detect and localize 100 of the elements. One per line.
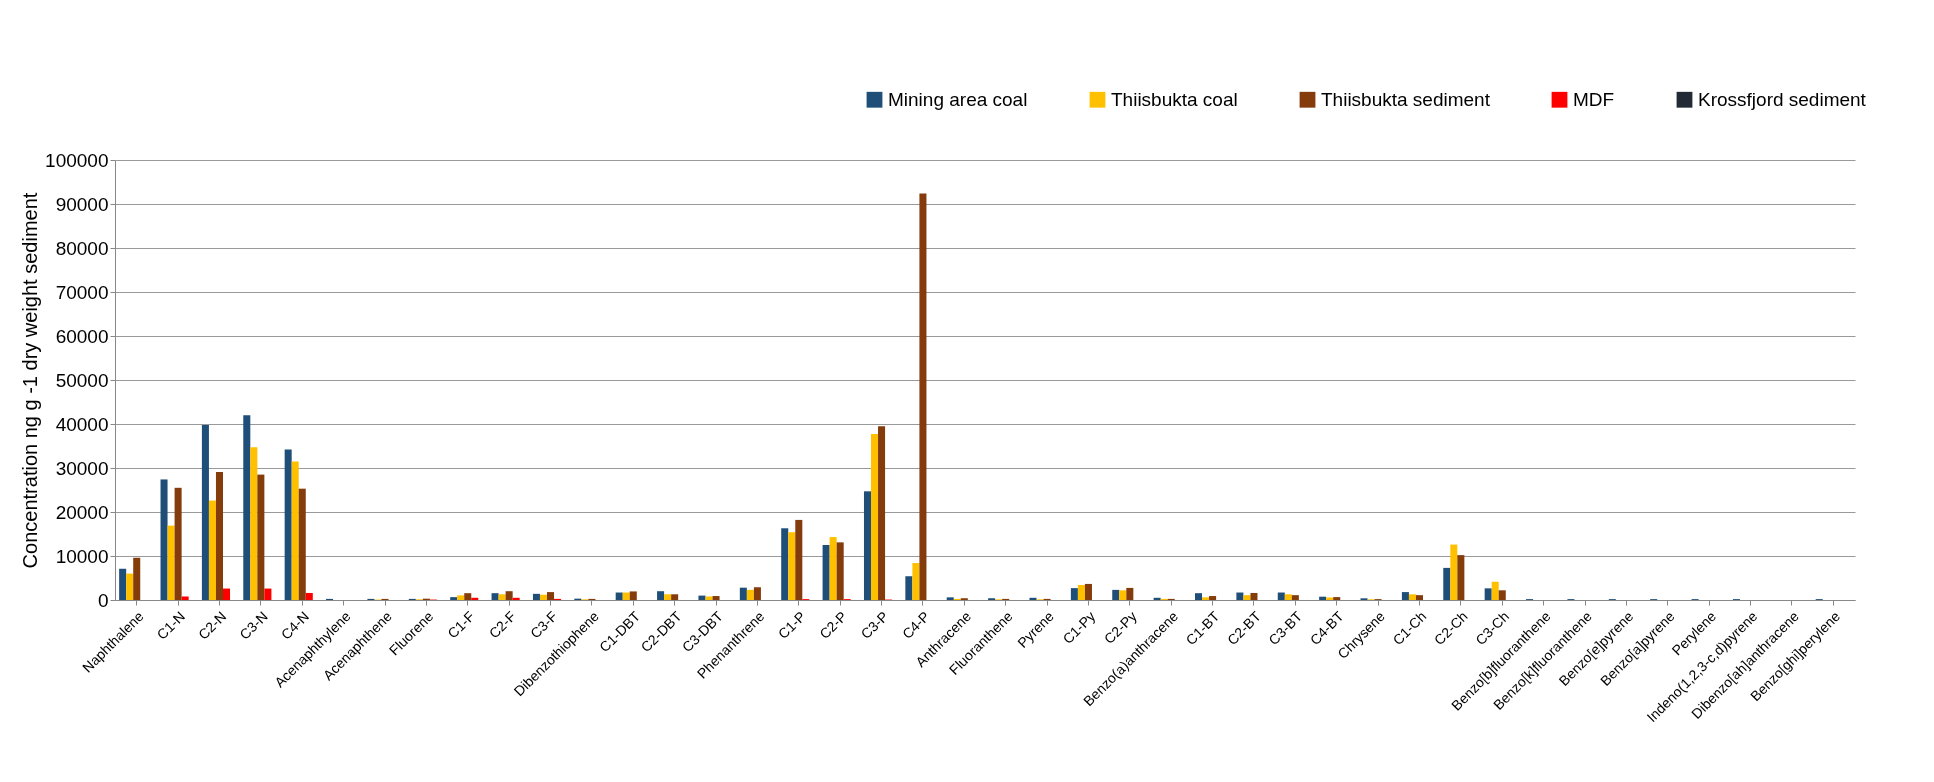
bar [491, 593, 499, 600]
bar [671, 594, 679, 600]
y-tick-label: 80000 [55, 237, 109, 259]
bar [1498, 590, 1506, 600]
bar [505, 591, 513, 600]
bar [457, 595, 465, 600]
bar [1077, 585, 1085, 600]
bar [615, 592, 623, 600]
bar [167, 525, 175, 600]
bar [1401, 592, 1409, 600]
bar [1119, 590, 1127, 600]
bar [912, 563, 920, 600]
bar [1491, 581, 1499, 600]
bar [119, 568, 127, 600]
bar [1209, 596, 1217, 600]
bar [1236, 592, 1244, 600]
bar [181, 596, 189, 600]
bar [1326, 597, 1334, 600]
bar [1291, 595, 1299, 600]
bar [547, 592, 555, 600]
bar [450, 597, 458, 600]
bar [208, 500, 216, 600]
bar [746, 589, 754, 600]
legend-label: Thiisbukta coal [1111, 88, 1238, 110]
bar [201, 424, 209, 600]
legend-label: Krossfjord sediment [1698, 88, 1867, 110]
bar [822, 545, 830, 600]
bar [1112, 589, 1120, 600]
bar [512, 597, 520, 600]
bar [712, 596, 720, 600]
bar [174, 487, 182, 600]
bar [739, 587, 747, 600]
bar [1484, 588, 1492, 600]
bar [871, 434, 879, 600]
bar [1070, 588, 1078, 600]
bar [223, 588, 231, 600]
bar [1284, 594, 1292, 600]
bar [905, 576, 913, 600]
bar [250, 447, 258, 600]
bar [264, 588, 272, 600]
bar [1443, 567, 1451, 600]
bar [795, 519, 803, 600]
bar [1277, 592, 1285, 600]
bar [1333, 597, 1341, 600]
bar [1457, 555, 1465, 600]
bar [664, 594, 672, 600]
bar [133, 557, 141, 600]
y-tick-label: 60000 [55, 325, 109, 347]
bar [781, 528, 789, 600]
legend-label: MDF [1573, 88, 1615, 110]
bar [946, 597, 954, 600]
bar [705, 596, 713, 600]
bar [1415, 595, 1423, 600]
bar [753, 587, 761, 600]
y-tick-label: 70000 [55, 281, 109, 303]
bar [1202, 597, 1210, 600]
bar [1319, 596, 1327, 600]
bar [1408, 594, 1416, 600]
bar [305, 592, 313, 600]
bar [629, 591, 637, 600]
bar [498, 594, 506, 600]
bar [622, 592, 630, 600]
bar [291, 461, 299, 600]
bar [464, 593, 472, 600]
bar [829, 537, 837, 600]
bar [1243, 595, 1251, 600]
bar [257, 474, 265, 600]
bar [215, 471, 223, 600]
bar [1195, 593, 1203, 600]
y-tick-label: 90000 [55, 193, 109, 215]
bar [243, 415, 251, 600]
bar [1450, 544, 1458, 600]
bar [1126, 587, 1134, 600]
bar [698, 595, 706, 600]
bar [298, 488, 306, 600]
y-axis-title: Concentration ng g -1 dry weight sediment [19, 192, 42, 569]
bar [878, 426, 886, 600]
bar [284, 449, 292, 600]
bar [788, 532, 796, 600]
bar [126, 573, 134, 600]
bar [836, 542, 844, 600]
bar [160, 479, 168, 600]
bar [657, 591, 665, 600]
bar [471, 597, 479, 600]
y-tick-label: 10000 [55, 545, 109, 567]
y-tick-label: 30000 [55, 457, 109, 479]
y-tick-label: 50000 [55, 369, 109, 391]
y-tick-label: 20000 [55, 501, 109, 523]
bar [539, 594, 547, 600]
y-tick-label: 40000 [55, 413, 109, 435]
bar [1153, 597, 1161, 600]
y-tick-label: 100000 [45, 149, 109, 171]
legend-label: Thiisbukta sediment [1321, 88, 1491, 110]
y-tick-label: 0 [97, 589, 109, 611]
bar [1029, 597, 1037, 600]
bar [919, 193, 927, 600]
bar [863, 491, 871, 600]
bar [1250, 592, 1258, 600]
bar [1084, 583, 1092, 600]
bar [532, 593, 540, 600]
